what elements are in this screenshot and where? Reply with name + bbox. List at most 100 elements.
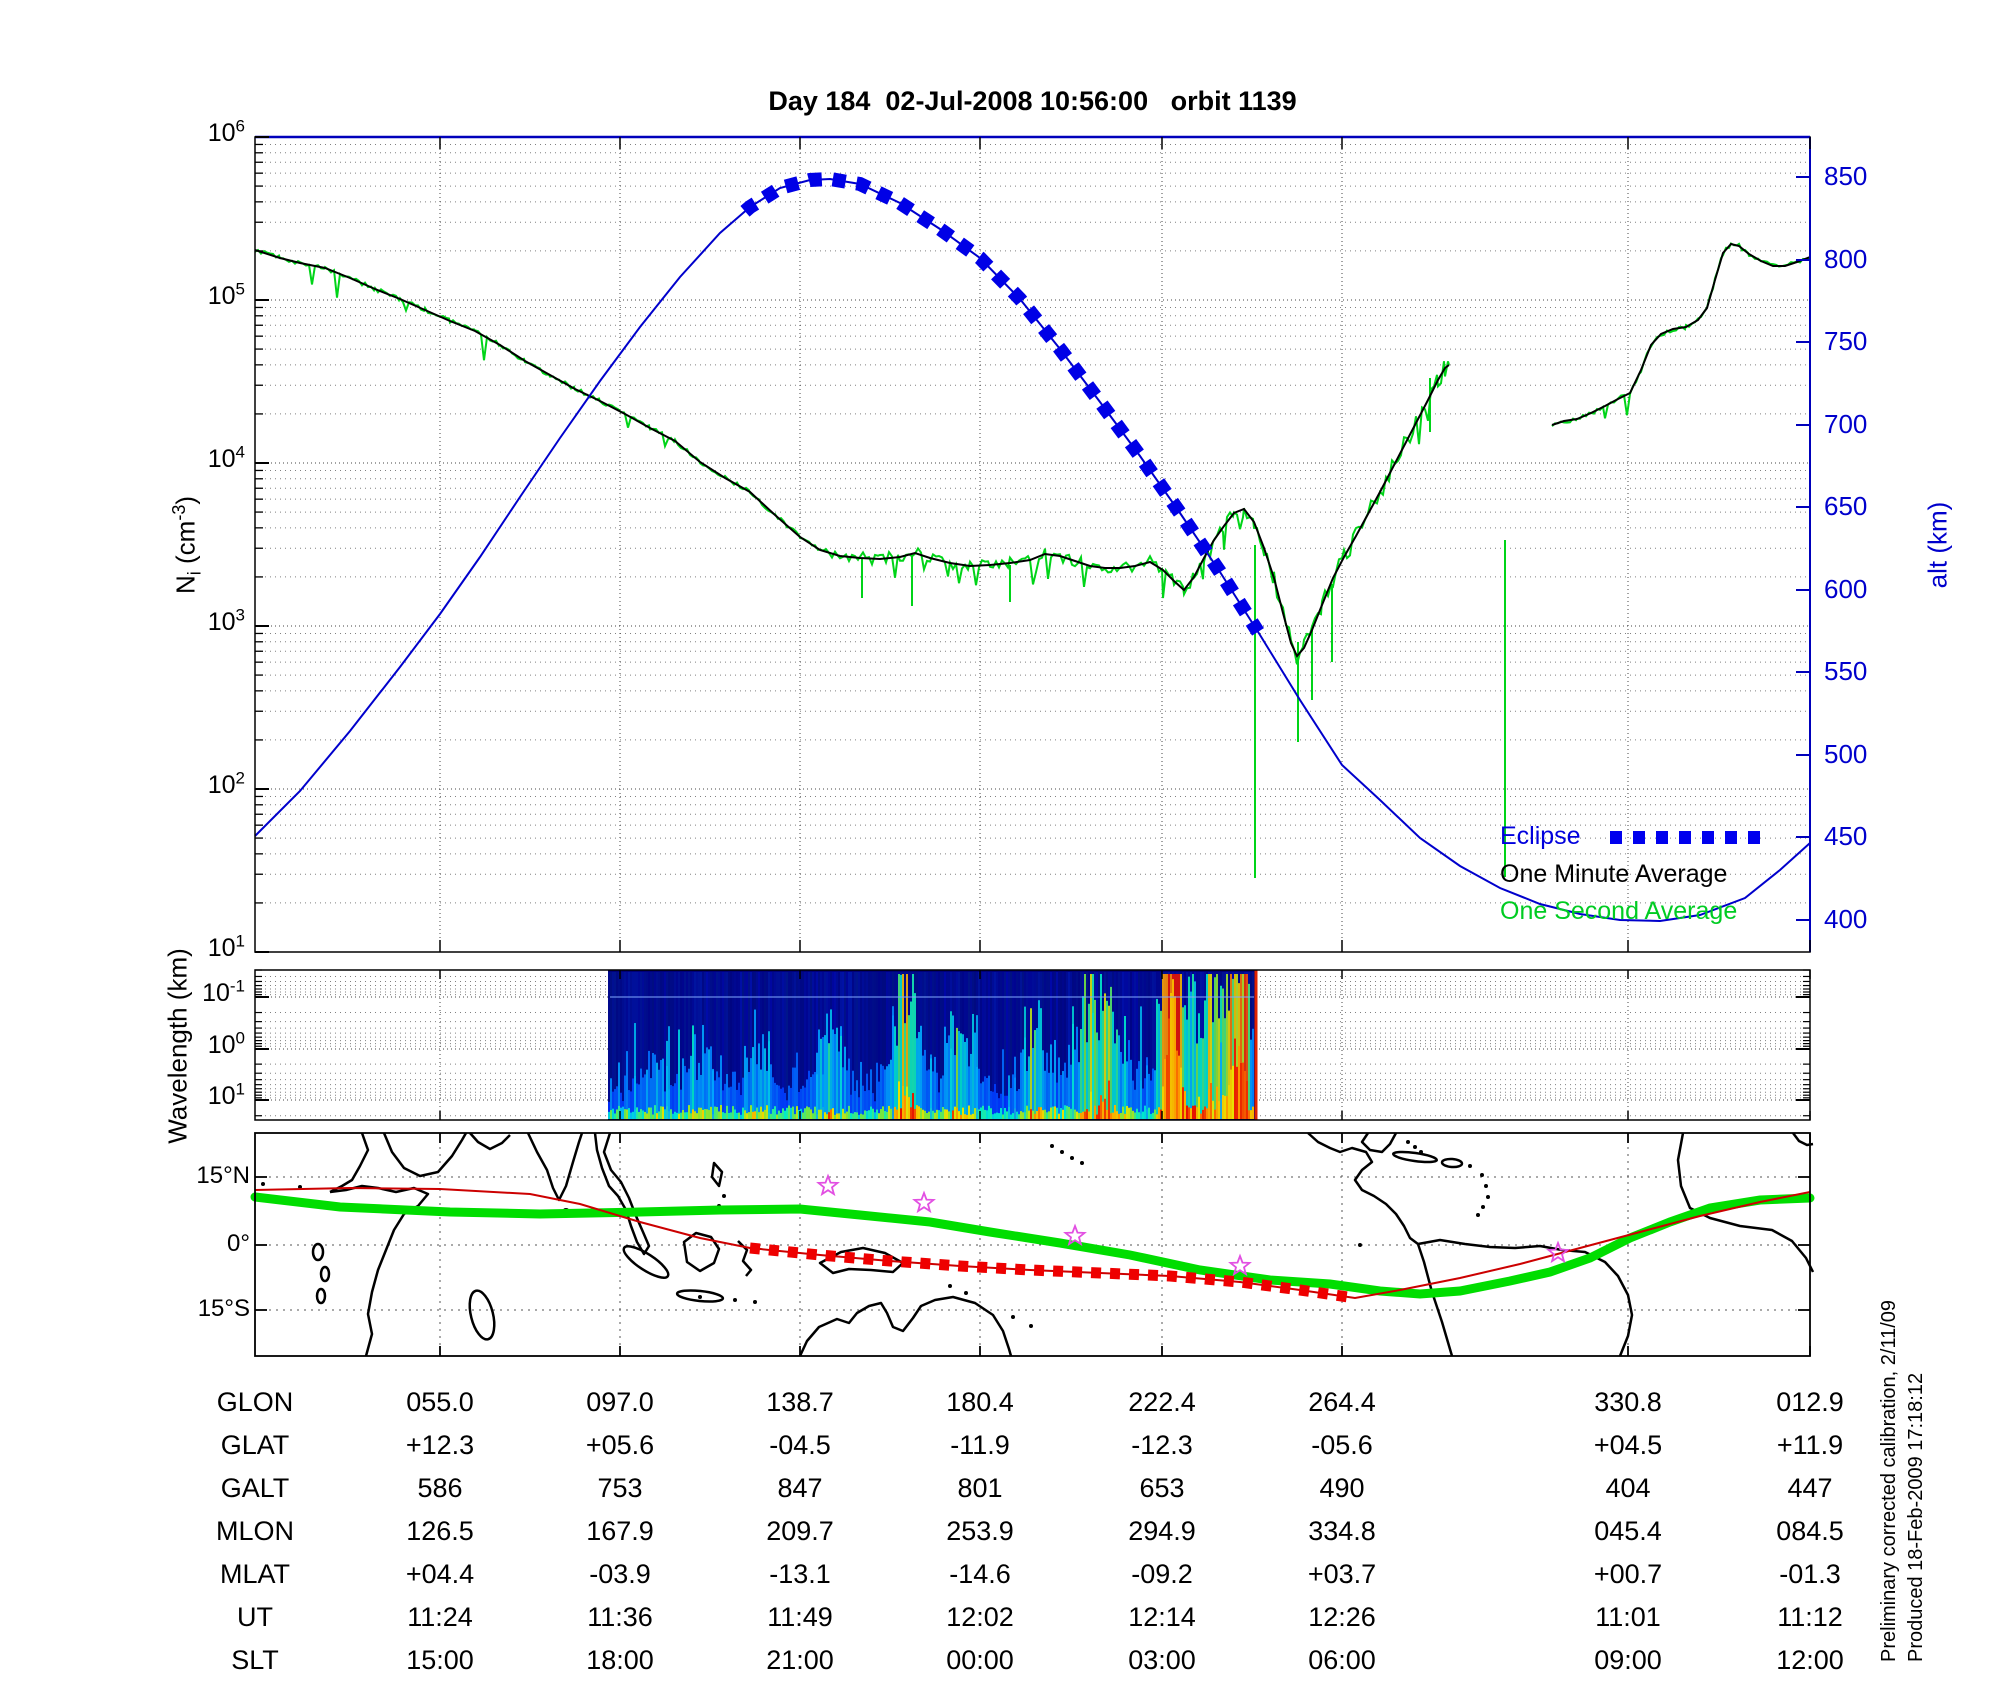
star-marker: [1546, 1240, 1570, 1264]
one-second-average-line-seg2: [1551, 242, 1811, 427]
table-cell: 11:49: [767, 1602, 833, 1632]
alt-axis-label: alt (km): [1922, 501, 1953, 589]
ni-tick-label: 105: [207, 279, 245, 310]
island: [1358, 1243, 1362, 1247]
coastline: [1676, 1132, 1815, 1273]
island: [1481, 1205, 1485, 1209]
coastline: [710, 1161, 724, 1188]
table-cell: 18:00: [586, 1645, 654, 1675]
table-row-label-ut: UT: [237, 1602, 273, 1632]
ni-tick-label: 106: [207, 116, 245, 147]
alt-tick-label: 650: [1824, 491, 1868, 521]
island: [1486, 1195, 1490, 1199]
alt-tick-label: 800: [1824, 244, 1868, 274]
one-minute-average-line-seg2: [1551, 242, 1811, 426]
coastline: [1417, 1238, 1634, 1357]
table-cell: 653: [1139, 1473, 1185, 1503]
ground-track-eclipse-dashed: [749, 1242, 1351, 1303]
footer-calibration-note: Preliminary corrected calibration, 2/11/…: [1878, 1299, 1900, 1662]
map-lat-label: 0°: [227, 1230, 250, 1257]
coastline: [1307, 1132, 1419, 1245]
table-cell: +11.9: [1776, 1430, 1844, 1460]
coastline: [682, 1231, 721, 1273]
wavelength-tick-label: 10-1: [202, 976, 245, 1007]
altitude-line: [254, 177, 1811, 923]
star-marker: [912, 1190, 936, 1214]
table-cell: 12:00: [1776, 1645, 1844, 1675]
top-panel: [254, 135, 1811, 953]
table-cell: +04.4: [405, 1559, 475, 1589]
island: [964, 1291, 968, 1295]
table-cell: 753: [597, 1473, 643, 1503]
ni-axis-label: Ni (cm-3): [168, 495, 205, 595]
coastline: [818, 1246, 905, 1275]
island: [1413, 1145, 1417, 1149]
ni-tick-label: 102: [207, 768, 245, 799]
table-cell: -11.9: [950, 1430, 1010, 1460]
island: [1480, 1173, 1484, 1177]
table-cell: -01.3: [1779, 1559, 1841, 1589]
table-cell: 167.9: [586, 1516, 654, 1546]
legend-one-minute-average-label: One Minute Average: [1500, 860, 1728, 888]
table-row-label-mlon: MLON: [215, 1516, 294, 1546]
table-cell: -13.1: [769, 1559, 831, 1589]
table-cell: 847: [777, 1473, 823, 1503]
table-cell: 490: [1319, 1473, 1365, 1503]
island: [753, 1300, 757, 1304]
table-cell: 12:14: [1128, 1602, 1196, 1632]
island: [1476, 1213, 1480, 1217]
one-second-average-line-seg1: [254, 248, 1450, 665]
table-cell: 404: [1605, 1473, 1651, 1503]
island-outline: [675, 1289, 725, 1303]
table-cell: 03:00: [1128, 1645, 1196, 1675]
alt-tick-label: 700: [1824, 409, 1868, 439]
table-cell: 12:02: [946, 1602, 1014, 1632]
island-outline: [319, 1265, 331, 1283]
island: [261, 1182, 265, 1186]
ni-tick-label: 101: [207, 931, 245, 962]
table-cell: 447: [1787, 1473, 1833, 1503]
table-cell: 222.4: [1128, 1387, 1196, 1417]
table-cell: 11:24: [407, 1602, 473, 1632]
table-cell: 11:36: [587, 1602, 653, 1632]
table-cell: +12.3: [405, 1430, 475, 1460]
table-cell: 11:12: [1777, 1602, 1843, 1632]
island: [722, 1194, 726, 1198]
map-panel: [250, 1132, 1815, 1357]
table-cell: 045.4: [1594, 1516, 1662, 1546]
table-cell: 209.7: [766, 1516, 834, 1546]
island: [1070, 1156, 1074, 1160]
table-cell: 09:00: [1594, 1645, 1662, 1675]
table-cell: +00.7: [1593, 1559, 1663, 1589]
table-cell: 012.9: [1776, 1387, 1844, 1417]
island: [1484, 1184, 1488, 1188]
map-lat-label: 15°S: [197, 1295, 250, 1322]
alt-tick-label: 750: [1824, 326, 1868, 356]
island-outline: [1440, 1157, 1464, 1169]
table-cell: 126.5: [406, 1516, 474, 1546]
table-cell: 21:00: [766, 1645, 834, 1675]
alt-tick-label: 500: [1824, 739, 1868, 769]
table-cell: 084.5: [1776, 1516, 1844, 1546]
table-cell: +04.5: [1593, 1430, 1663, 1460]
table-cell: 11:01: [1595, 1602, 1661, 1632]
one-minute-average-line-seg1: [254, 249, 1450, 658]
island: [1050, 1144, 1054, 1148]
island: [698, 1295, 702, 1299]
ground-track-green: [250, 1192, 1815, 1299]
table-row-label-glat: GLAT: [220, 1430, 290, 1460]
table-cell: 138.7: [766, 1387, 834, 1417]
alt-tick-label: 400: [1824, 904, 1868, 934]
table-cell: 253.9: [946, 1516, 1014, 1546]
table-cell: 294.9: [1128, 1516, 1196, 1546]
island: [1029, 1324, 1033, 1328]
coastline: [593, 1132, 651, 1256]
table-cell: 264.4: [1308, 1387, 1376, 1417]
table-cell: -09.2: [1131, 1559, 1193, 1589]
table-cell: +03.7: [1307, 1559, 1377, 1589]
island: [1468, 1164, 1472, 1168]
legend-eclipse-dash-marker: [1610, 831, 1768, 844]
table-cell: -05.6: [1311, 1430, 1373, 1460]
alt-tick-label: 550: [1824, 656, 1868, 686]
